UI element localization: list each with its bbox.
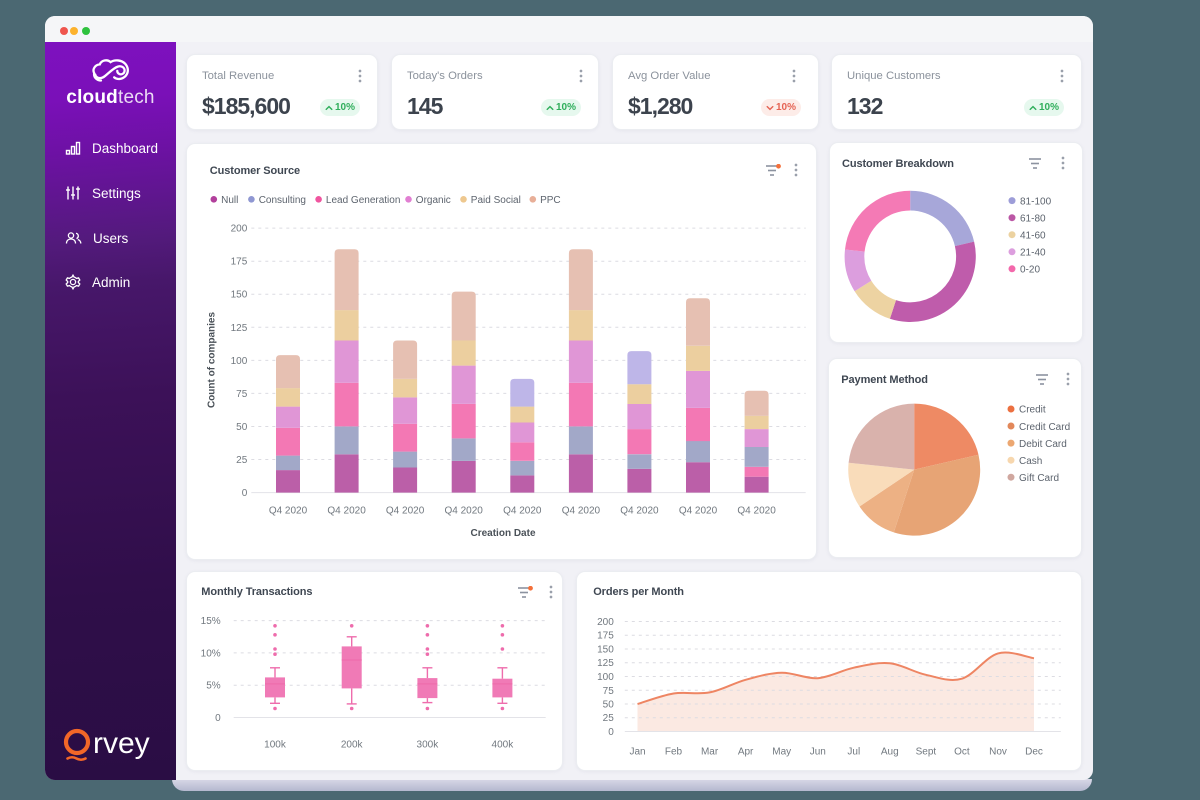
- svg-text:rvey: rvey: [93, 727, 150, 760]
- svg-text:Q4 2020: Q4 2020: [503, 506, 542, 517]
- svg-text:Organic: Organic: [416, 195, 451, 206]
- svg-text:125: 125: [597, 658, 614, 669]
- svg-text:81-100: 81-100: [1020, 196, 1052, 207]
- svg-text:Jun: Jun: [810, 746, 826, 757]
- svg-text:PPC: PPC: [540, 195, 561, 206]
- svg-text:0: 0: [242, 488, 248, 499]
- svg-text:10%: 10%: [201, 648, 221, 659]
- svg-text:50: 50: [236, 422, 248, 433]
- svg-text:Oct: Oct: [954, 746, 970, 757]
- svg-text:Consulting: Consulting: [259, 195, 306, 206]
- svg-text:Lead Generation: Lead Generation: [326, 195, 401, 206]
- svg-text:150: 150: [597, 644, 614, 655]
- svg-text:Q4 2020: Q4 2020: [562, 506, 601, 517]
- svg-text:Count of companies: Count of companies: [207, 312, 218, 409]
- svg-text:25: 25: [236, 455, 248, 466]
- svg-text:61-80: 61-80: [1020, 213, 1046, 224]
- svg-text:75: 75: [236, 389, 248, 400]
- svg-text:Null: Null: [221, 195, 238, 206]
- svg-text:Credit: Credit: [1019, 404, 1046, 415]
- svg-text:200: 200: [597, 617, 614, 628]
- svg-text:Credit Card: Credit Card: [1019, 421, 1070, 432]
- svg-text:Mar: Mar: [701, 746, 719, 757]
- svg-text:May: May: [772, 746, 791, 757]
- svg-text:Dec: Dec: [1025, 746, 1043, 757]
- svg-text:Nov: Nov: [989, 746, 1007, 757]
- svg-text:100k: 100k: [264, 739, 287, 750]
- svg-text:Paid Social: Paid Social: [471, 195, 521, 206]
- svg-text:Apr: Apr: [738, 746, 754, 757]
- svg-text:25: 25: [603, 713, 615, 724]
- svg-text:400k: 400k: [492, 739, 515, 750]
- svg-text:175: 175: [597, 630, 614, 641]
- svg-text:5%: 5%: [207, 680, 222, 691]
- svg-text:200: 200: [231, 224, 248, 235]
- svg-text:Creation Date: Creation Date: [471, 528, 536, 539]
- svg-text:0-20: 0-20: [1020, 265, 1040, 276]
- svg-text:15%: 15%: [201, 616, 221, 627]
- svg-text:41-60: 41-60: [1020, 230, 1046, 241]
- svg-text:Q4 2020: Q4 2020: [621, 506, 660, 517]
- svg-text:Cash: Cash: [1019, 456, 1042, 467]
- svg-text:Sept: Sept: [916, 746, 937, 757]
- svg-text:Q4 2020: Q4 2020: [328, 506, 367, 517]
- svg-text:Q4 2020: Q4 2020: [679, 506, 718, 517]
- svg-text:175: 175: [231, 257, 248, 268]
- svg-text:50: 50: [603, 699, 615, 710]
- svg-text:Debit Card: Debit Card: [1019, 438, 1067, 449]
- svg-text:Gift Card: Gift Card: [1019, 473, 1059, 484]
- svg-text:Jul: Jul: [848, 746, 861, 757]
- svg-text:125: 125: [231, 323, 248, 334]
- svg-text:0: 0: [608, 727, 614, 738]
- svg-text:100: 100: [231, 356, 248, 367]
- svg-text:Q4 2020: Q4 2020: [386, 506, 425, 517]
- svg-text:21-40: 21-40: [1020, 248, 1046, 259]
- svg-text:300k: 300k: [417, 739, 440, 750]
- svg-text:150: 150: [231, 290, 248, 301]
- svg-text:0: 0: [215, 713, 221, 724]
- svg-text:Jan: Jan: [630, 746, 646, 757]
- svg-text:200k: 200k: [341, 739, 364, 750]
- svg-text:Feb: Feb: [665, 746, 683, 757]
- svg-text:100: 100: [597, 672, 614, 683]
- svg-text:Q4 2020: Q4 2020: [445, 506, 484, 517]
- svg-text:75: 75: [603, 685, 615, 696]
- svg-text:Aug: Aug: [881, 746, 899, 757]
- svg-text:Q4 2020: Q4 2020: [738, 506, 777, 517]
- svg-text:Q4 2020: Q4 2020: [269, 506, 308, 517]
